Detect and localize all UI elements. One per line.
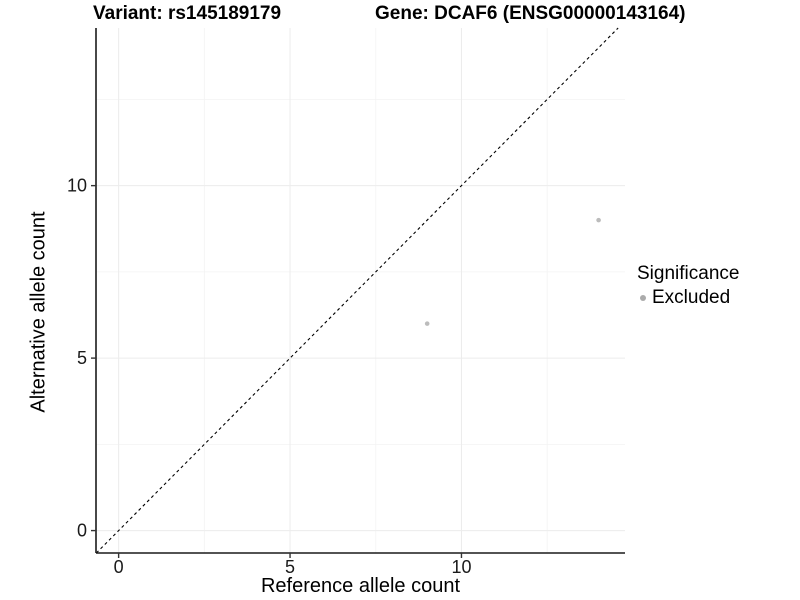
x-tick-label: 5 bbox=[285, 557, 295, 577]
gridlines-major bbox=[96, 28, 625, 553]
data-points-group bbox=[424, 217, 601, 326]
legend: Significance Excluded bbox=[637, 263, 739, 309]
y-tick-label: 0 bbox=[77, 521, 87, 541]
x-axis-title: Reference allele count bbox=[260, 575, 460, 597]
x-tick-label: 10 bbox=[451, 557, 471, 577]
identity-line-group bbox=[95, 27, 619, 554]
y-tick-label: 5 bbox=[77, 348, 87, 368]
variant-title: Variant: rs145189179 bbox=[93, 3, 282, 24]
y-axis-title: Alternative allele count bbox=[27, 211, 50, 413]
axis-ticks-group bbox=[91, 184, 463, 558]
data-point bbox=[596, 217, 601, 223]
data-point bbox=[424, 321, 430, 326]
gene-title: Gene: DCAF6 (ENSG00000143164) bbox=[375, 3, 686, 24]
axis-lines-group bbox=[95, 28, 625, 554]
legend-item-excluded: Excluded bbox=[637, 287, 739, 309]
legend-title: Significance bbox=[637, 263, 740, 284]
x-tick-label: 0 bbox=[114, 557, 124, 577]
y-tick-label: 10 bbox=[67, 176, 87, 196]
excluded-point-icon bbox=[640, 295, 646, 301]
legend-item-label: Excluded bbox=[652, 287, 731, 308]
tick-labels-group: 0 5 10 0 5 10 bbox=[67, 176, 472, 577]
gridlines-minor bbox=[96, 28, 625, 553]
identity-line bbox=[95, 27, 619, 554]
